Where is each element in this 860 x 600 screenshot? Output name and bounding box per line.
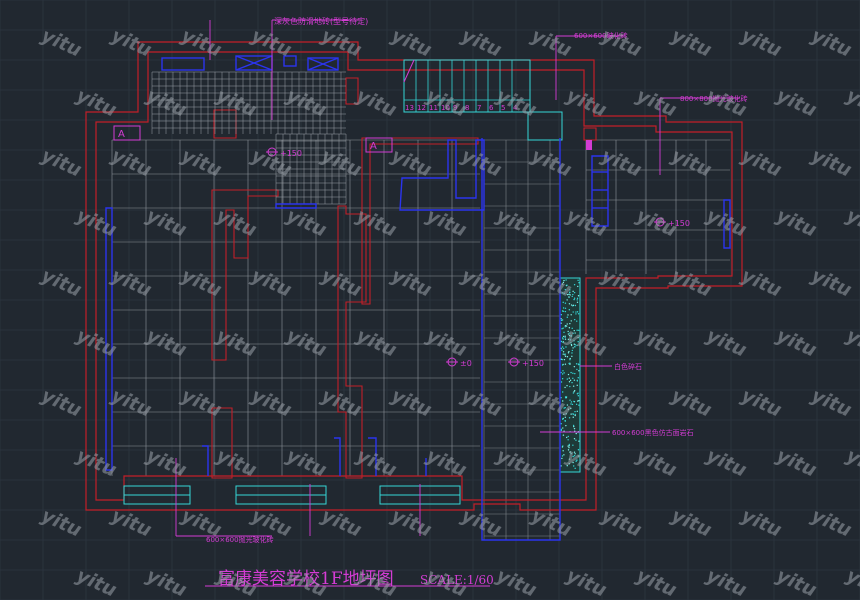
- blue-furniture: [105, 55, 731, 541]
- door-glyph-left: A: [118, 129, 125, 140]
- door-symbols: A A: [113, 125, 592, 153]
- annotation-tile-800: 800×800抛光玻化砖: [680, 94, 748, 103]
- annotation-stone-600: 600×600黑色仿古面岩石: [612, 428, 694, 437]
- svg-text:+150: +150: [280, 149, 302, 158]
- stair-number: 5: [501, 104, 505, 112]
- title-scale: SCALE:1/60: [420, 573, 494, 587]
- watermark-layer: yitu yitu yitu yitu yitu yitu yitu yitu yitu yitu…: [38, 24, 860, 600]
- drawing-title: 富康美容学校1F地坪图 SCALE:1/60: [218, 569, 494, 589]
- annotation-top-finish: 深灰色防滑地砖(型号待定): [274, 16, 368, 26]
- svg-text:+150: +150: [522, 359, 544, 368]
- interior-walls: [211, 77, 597, 479]
- elevation-markers: +150 +150 ±0 +150: [266, 147, 690, 368]
- elevation-marker-b: +150: [654, 217, 690, 228]
- svg-text:+150: +150: [668, 219, 690, 228]
- stair-number: 9: [453, 104, 457, 112]
- white-gravel-strip: [559, 277, 581, 473]
- stair-number: 7: [477, 104, 481, 112]
- annotation-tile-600: 600×600玻化砖: [574, 31, 628, 40]
- elevation-marker-a: +150: [266, 147, 302, 158]
- annotations: 深灰色防滑地砖(型号待定) 600×600玻化砖 800×800抛光玻化砖 白色…: [206, 16, 748, 544]
- stair-number: 8: [465, 104, 469, 112]
- stair-number: 11: [429, 104, 438, 112]
- stair-number: 6: [489, 104, 494, 112]
- svg-text:±0: ±0: [460, 359, 472, 368]
- elevation-marker-d: +150: [508, 357, 544, 368]
- stair-number: 13: [405, 104, 414, 112]
- annotation-bottom-tile: 600×600抛光玻化砖: [206, 535, 274, 544]
- leader-lines: [175, 19, 740, 587]
- exterior-walls: [85, 41, 743, 511]
- stair-number: 12: [417, 104, 426, 112]
- door-glyph-center: A: [370, 141, 377, 152]
- stair-number: 4: [513, 104, 518, 112]
- stair-number: 10: [441, 104, 450, 112]
- title-main: 富康美容学校1F地坪图: [218, 569, 394, 589]
- staircase: 13 12 11 10 9 8 7 6 5 4: [403, 59, 531, 113]
- annotation-white-gravel: 白色碎石: [614, 362, 642, 371]
- restroom-fine-grid: [151, 71, 347, 205]
- elevation-marker-c: ±0: [446, 357, 472, 368]
